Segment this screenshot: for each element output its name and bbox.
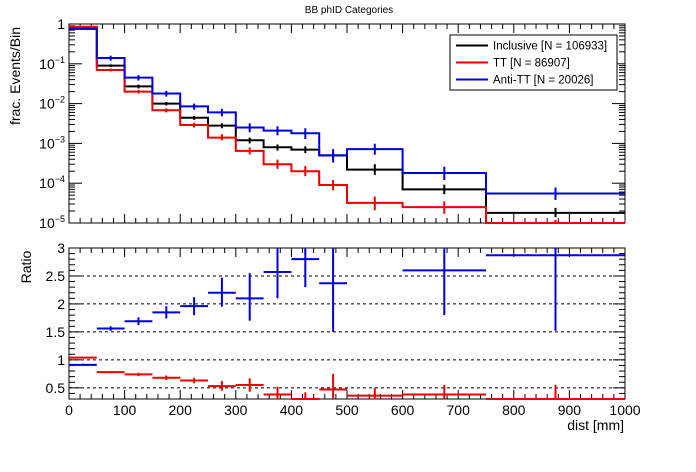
top-x-ticks — [68, 24, 626, 223]
top-y-axis-label: frac. Events/Bin — [7, 27, 23, 125]
top-series-anti-tt — [69, 27, 625, 200]
x-tick-label: 900 — [558, 402, 582, 418]
top-series-tt — [69, 25, 625, 224]
x-tick-label: 300 — [224, 402, 248, 418]
x-tick-label: 100 — [113, 402, 137, 418]
top-y-ticks: 1 10−1 10−2 10−3 10−4 10−5 — [39, 16, 625, 231]
bottom-y-ticks: 0.5 1 1.5 2 2.5 3 — [46, 240, 625, 400]
bottom-y-tick-label: 3 — [57, 240, 65, 256]
legend-label-tt: TT [N = 86907] — [493, 58, 570, 70]
x-tick-label: 700 — [447, 402, 471, 418]
top-y-tick-label: 10−4 — [39, 174, 65, 191]
x-tick-label: 600 — [391, 402, 415, 418]
top-y-tick-label: 10−1 — [39, 55, 65, 72]
x-tick-label: 400 — [280, 402, 304, 418]
chart-title: BB phID Categories — [305, 5, 393, 16]
bottom-plot-series — [69, 248, 625, 400]
bottom-y-axis-label: Ratio — [18, 250, 34, 283]
top-plot-series — [69, 25, 625, 224]
legend: Inclusive [N = 106933] TT [N = 86907] An… — [449, 34, 618, 91]
x-tick-label: 800 — [502, 402, 526, 418]
x-tick-label: 200 — [169, 402, 193, 418]
bottom-y-tick-label: 1 — [57, 352, 65, 368]
top-y-tick-label: 10−5 — [39, 214, 65, 231]
bottom-y-tick-label: 2 — [57, 296, 65, 312]
top-y-tick-label: 10−2 — [39, 95, 65, 112]
legend-label-anti-tt: Anti-TT [N = 20026] — [493, 75, 593, 87]
bottom-y-tick-label: 2.5 — [46, 268, 66, 284]
x-tick-label: 500 — [335, 402, 359, 418]
x-tick-label: 1000 — [609, 402, 640, 418]
ratio-series-anti-tt — [69, 248, 625, 367]
legend-label-inclusive: Inclusive [N = 106933] — [493, 41, 607, 53]
ratio-series-tt — [69, 356, 625, 400]
bottom-x-ticks: 0 100 200 300 400 500 600 700 800 900 1000 — [65, 248, 641, 418]
top-y-tick-label: 1 — [57, 16, 65, 32]
bottom-y-tick-label: 1.5 — [46, 324, 66, 340]
ratio-dashed-gridlines — [69, 275, 625, 389]
top-series-inclusive — [69, 26, 625, 218]
x-tick-label: 0 — [65, 402, 73, 418]
x-axis-label: dist [mm] — [567, 417, 624, 433]
bottom-y-tick-label: 0.5 — [46, 380, 66, 396]
top-y-tick-label: 10−3 — [39, 134, 65, 151]
